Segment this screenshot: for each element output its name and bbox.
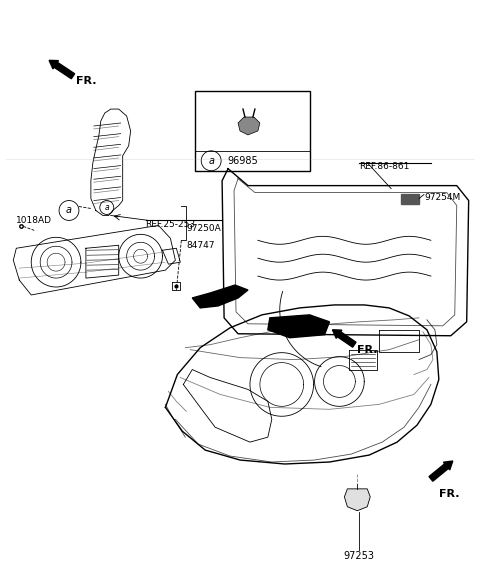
Text: REF.86-861: REF.86-861 <box>360 162 410 171</box>
Text: REF.25-253: REF.25-253 <box>145 220 196 229</box>
Text: a: a <box>208 156 214 166</box>
Text: 96985: 96985 <box>227 156 258 166</box>
FancyArrow shape <box>49 60 74 79</box>
Bar <box>195 91 310 171</box>
Text: FR.: FR. <box>357 345 378 354</box>
Text: FR.: FR. <box>439 489 459 499</box>
Text: FR.: FR. <box>76 77 96 86</box>
Polygon shape <box>401 193 419 203</box>
FancyArrow shape <box>429 461 453 481</box>
Text: a: a <box>66 206 72 215</box>
Text: 84747: 84747 <box>186 241 215 250</box>
Polygon shape <box>238 117 260 135</box>
Circle shape <box>59 200 79 220</box>
FancyArrow shape <box>333 330 356 347</box>
Polygon shape <box>192 285 248 308</box>
Circle shape <box>201 151 221 171</box>
Text: a: a <box>105 203 109 212</box>
Text: 1018AD: 1018AD <box>16 216 52 225</box>
Circle shape <box>100 200 114 214</box>
Text: 97250A: 97250A <box>186 224 221 233</box>
Text: 97253: 97253 <box>344 551 375 561</box>
Text: 97254M: 97254M <box>424 193 460 202</box>
Polygon shape <box>268 315 329 338</box>
Polygon shape <box>344 489 370 511</box>
